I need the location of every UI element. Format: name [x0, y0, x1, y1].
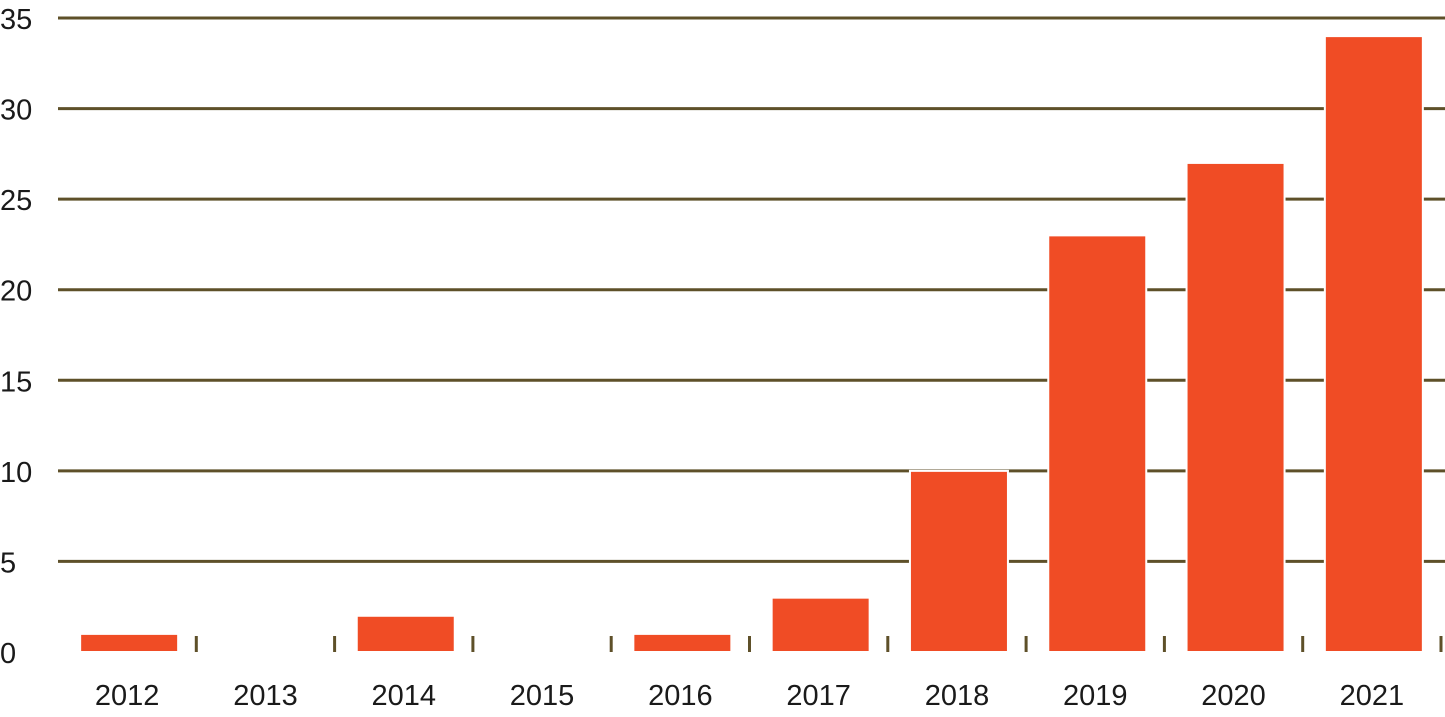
bar	[1185, 161, 1286, 654]
gridlines	[58, 16, 1445, 563]
x-tick-label: 2012	[95, 680, 160, 712]
x-tick-label: 2015	[510, 680, 575, 712]
x-axis-tick-labels: 2012 2013 2014 2015 2016 2017 2018 2019 2020 2021	[95, 680, 1404, 712]
bar	[1047, 234, 1148, 653]
bar	[355, 614, 456, 653]
x-tick-label: 2014	[371, 680, 436, 712]
y-tick-label: 10	[0, 457, 32, 489]
x-tick-label: 2020	[1201, 680, 1266, 712]
x-tick-label: 2018	[925, 680, 990, 712]
y-axis-tick-labels: 0 5 10 15 20 25 30 35	[0, 4, 32, 670]
y-tick-label: 15	[0, 366, 32, 398]
bar	[79, 632, 180, 654]
y-tick-label: 35	[0, 4, 32, 36]
y-tick-label: 20	[0, 276, 32, 308]
x-tick-label: 2013	[233, 680, 298, 712]
y-tick-label: 5	[0, 547, 16, 579]
bar	[632, 632, 733, 654]
x-tick-label: 2019	[1063, 680, 1128, 712]
x-tick-label: 2017	[786, 680, 851, 712]
bar	[908, 469, 1009, 653]
x-axis-tick-marks	[194, 636, 1443, 652]
bar	[770, 596, 871, 654]
x-tick-label: 2021	[1340, 680, 1405, 712]
y-tick-label: 0	[0, 638, 16, 670]
x-tick-label: 2016	[648, 680, 713, 712]
bars	[79, 35, 1424, 654]
y-tick-label: 30	[0, 95, 32, 127]
bar	[1323, 35, 1424, 654]
y-tick-label: 25	[0, 185, 32, 217]
